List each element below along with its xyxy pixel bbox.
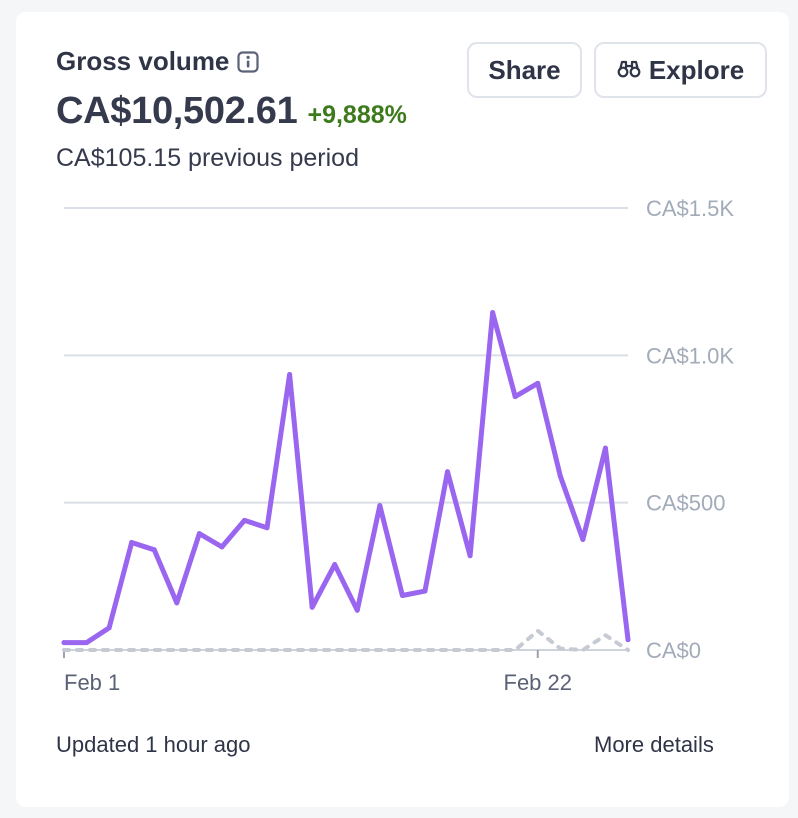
- data-point: [422, 588, 428, 594]
- data-point: [287, 371, 293, 377]
- share-button-label: Share: [488, 54, 561, 85]
- y-tick-label: CA$1.5K: [646, 196, 734, 221]
- data-point: [602, 445, 608, 451]
- explore-button-label: Explore: [648, 54, 745, 85]
- x-tick-label: Feb 1: [64, 670, 120, 695]
- data-point: [196, 531, 202, 537]
- data-point: [174, 600, 180, 606]
- more-details-link[interactable]: More details: [594, 732, 714, 757]
- explore-button[interactable]: Explore: [594, 42, 767, 98]
- gross-volume-amount: CA$10,502.61: [56, 90, 298, 132]
- percent-change-badge: +9,888%: [307, 101, 407, 129]
- data-point: [580, 537, 586, 542]
- previous-period-line: [62, 628, 630, 652]
- y-tick-label: CA$1.0K: [646, 343, 734, 368]
- y-tick-label: CA$0: [646, 638, 701, 663]
- previous-period-value: CA$105.15 previous period: [56, 144, 359, 172]
- data-point: [535, 380, 541, 386]
- widget-title: Gross volume: [56, 46, 230, 76]
- data-point: [219, 544, 225, 550]
- data-point: [557, 473, 563, 479]
- data-point: [490, 310, 496, 316]
- data-point: [241, 517, 247, 523]
- data-point: [625, 637, 631, 643]
- data-point: [445, 469, 451, 475]
- updated-timestamp: Updated 1 hour ago: [56, 732, 251, 757]
- gross-volume-card: Gross volume CA$10,502.61 +9,888% CA$105…: [16, 12, 789, 807]
- data-point: [332, 562, 338, 568]
- title-row: Gross volume: [56, 46, 260, 77]
- data-point: [106, 625, 112, 631]
- data-point: [151, 547, 157, 553]
- info-icon[interactable]: [237, 50, 260, 73]
- y-tick-label: CA$500: [646, 491, 726, 516]
- data-point: [467, 553, 473, 559]
- data-point: [264, 525, 270, 531]
- data-point: [354, 607, 360, 613]
- gross-volume-chart: CA$0 CA$500 CA$1.0K CA$1.5K Feb 1 Feb 22: [61, 196, 734, 695]
- data-point: [309, 604, 315, 610]
- data-point: [512, 394, 518, 400]
- data-point: [377, 503, 383, 509]
- share-button[interactable]: Share: [467, 42, 582, 98]
- data-point: [399, 592, 405, 598]
- data-point: [129, 539, 135, 545]
- current-period-line: [61, 310, 631, 646]
- x-tick-label: Feb 22: [504, 670, 573, 695]
- data-point: [84, 640, 90, 646]
- binoculars-icon: [617, 55, 641, 86]
- data-point: [61, 640, 67, 646]
- amount-row: CA$10,502.61 +9,888%: [56, 90, 407, 133]
